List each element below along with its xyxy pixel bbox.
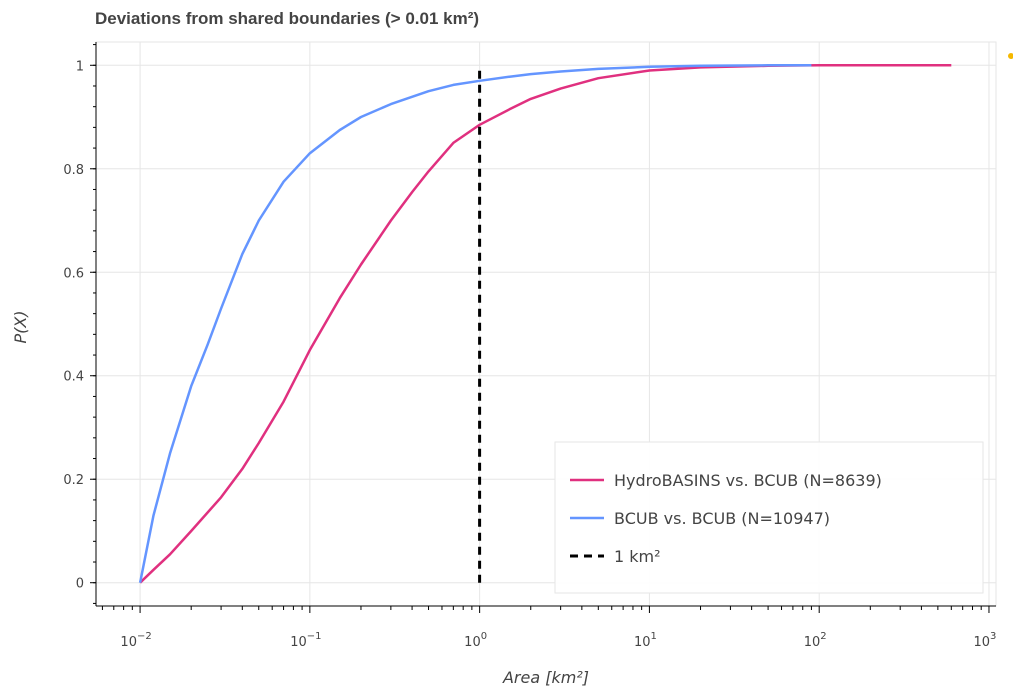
y-tick-label-1: 0.2 [63,473,84,488]
x-tick-label-0: 10−2 [120,631,151,650]
x-tick-label-5: 103 [974,631,997,650]
grid [96,42,996,606]
x-tick-label-2: 100 [464,631,487,650]
x-tick-label-4: 102 [804,631,827,650]
legend-label-2: 1 km² [614,547,661,566]
x-tick-label-3: 101 [634,631,657,650]
legend-label-1: BCUB vs. BCUB (N=10947) [614,509,830,528]
x-tick-label-1: 10−1 [290,631,321,650]
y-tick-label-0: 0 [76,577,84,592]
x-axis-title: Area [km²] [502,668,589,687]
legend-item-1[interactable]: BCUB vs. BCUB (N=10947) [570,509,830,528]
legend-label-0: HydroBASINS vs. BCUB (N=8639) [614,471,882,490]
series-line-0 [139,64,952,584]
y-tick-label-4: 0.8 [63,163,84,178]
y-axis-title: P(X) [11,310,30,343]
y-tick-label-5: 1 [76,59,84,74]
legend-box [554,441,984,594]
series-layer [138,64,952,584]
legend-item-2[interactable]: 1 km² [570,547,661,566]
legend[interactable]: HydroBASINS vs. BCUB (N=8639) BCUB vs. BC… [554,441,984,594]
toolbar-dot-icon[interactable] [1008,53,1013,59]
y-tick-label-3: 0.6 [63,266,84,281]
series-line-1 [138,64,812,583]
y-tick-label-2: 0.4 [63,370,84,385]
legend-item-0[interactable]: HydroBASINS vs. BCUB (N=8639) [570,471,882,490]
chart-title: Deviations from shared boundaries (> 0.0… [95,9,479,28]
